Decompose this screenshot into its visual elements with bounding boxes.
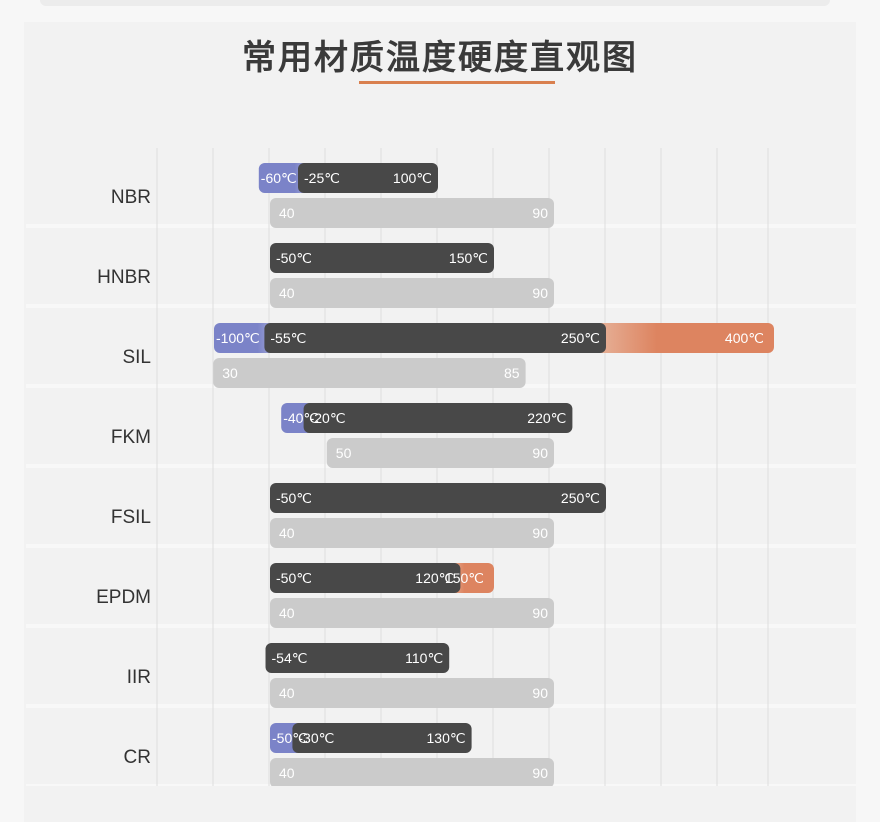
temp-high-label: 130℃: [427, 730, 466, 746]
temp-low-extended-bar: [214, 323, 277, 353]
temp-range-bar: [265, 643, 450, 673]
hardness-high-label: 85: [504, 365, 520, 381]
hardness-high-label: 90: [532, 765, 548, 781]
temp-range-bar: [270, 483, 606, 513]
temp-high-label: 120℃: [415, 570, 454, 586]
temp-low-extended-label: -100℃: [216, 330, 260, 346]
category-label: SIL: [122, 347, 151, 368]
temp-high-extended-label: 150℃: [445, 570, 484, 586]
hardness-low-label: 40: [279, 605, 295, 621]
hardness-bar: [270, 198, 554, 228]
chart-title: 常用材质温度硬度直观图: [242, 38, 638, 78]
temp-low-label: -54℃: [272, 650, 308, 666]
hardness-low-label: 50: [336, 445, 352, 461]
hardness-high-label: 90: [532, 285, 548, 301]
temp-high-label: 150℃: [449, 250, 488, 266]
hardness-bar: [270, 278, 554, 308]
temp-low-extended-label: -50℃: [272, 730, 308, 746]
temp-range-bar: [270, 243, 494, 273]
temp-low-label: -25℃: [304, 170, 340, 186]
temp-high-label: 250℃: [561, 490, 600, 506]
hardness-high-label: 90: [532, 205, 548, 221]
temp-low-label: -20℃: [310, 410, 346, 426]
hardness-high-label: 90: [532, 525, 548, 541]
temp-range-bar: [292, 723, 472, 753]
category-label: FKM: [111, 427, 151, 448]
temp-high-extended-bar: [594, 323, 774, 353]
temp-low-extended-bar: [258, 163, 310, 193]
temp-low-label: -30℃: [298, 730, 334, 746]
temp-range-bar: [270, 563, 461, 593]
temp-high-extended-label: 400℃: [725, 330, 764, 346]
category-label: IIR: [127, 667, 151, 688]
hardness-bar: [270, 598, 554, 628]
hardness-bar: [213, 358, 526, 388]
category-label: HNBR: [97, 267, 151, 288]
hardness-low-label: 40: [279, 285, 295, 301]
temp-low-extended-label: -60℃: [261, 170, 297, 186]
category-label: FSIL: [111, 507, 151, 528]
hardness-low-label: 40: [279, 525, 295, 541]
title-underline: [359, 81, 555, 84]
category-label: NBR: [111, 187, 151, 208]
hardness-low-label: 40: [279, 685, 295, 701]
category-label: EPDM: [96, 587, 151, 608]
temp-high-label: 100℃: [393, 170, 432, 186]
hardness-bar: [270, 758, 554, 786]
hardness-low-label: 30: [222, 365, 238, 381]
chart: NBR -60℃ -25℃ 100℃ 40 90 HNBR -50℃ 150℃ 40 90 SIL -1…: [96, 148, 774, 786]
temp-high-label: 110℃: [405, 650, 443, 666]
temp-low-label: -50℃: [276, 570, 312, 586]
hardness-bar: [270, 518, 554, 548]
hardness-bar: [270, 678, 554, 708]
category-label: CR: [124, 747, 151, 768]
temp-range-bar: [298, 163, 438, 193]
hardness-high-label: 90: [532, 605, 548, 621]
temp-high-label: 220℃: [527, 410, 566, 426]
temp-high-label: 250℃: [561, 330, 600, 346]
temp-low-label: -50℃: [276, 250, 312, 266]
temp-range-bar: [264, 323, 606, 353]
top-strip: [40, 0, 830, 6]
temp-range-bar: [303, 403, 573, 433]
hardness-bar: [326, 438, 554, 468]
hardness-low-label: 40: [279, 765, 295, 781]
hardness-low-label: 40: [279, 205, 295, 221]
temp-low-label: -50℃: [276, 490, 312, 506]
hardness-high-label: 90: [532, 685, 548, 701]
temp-low-extended-label: -40℃: [283, 410, 319, 426]
temp-low-label: -55℃: [270, 330, 306, 346]
hardness-high-label: 90: [532, 445, 548, 461]
